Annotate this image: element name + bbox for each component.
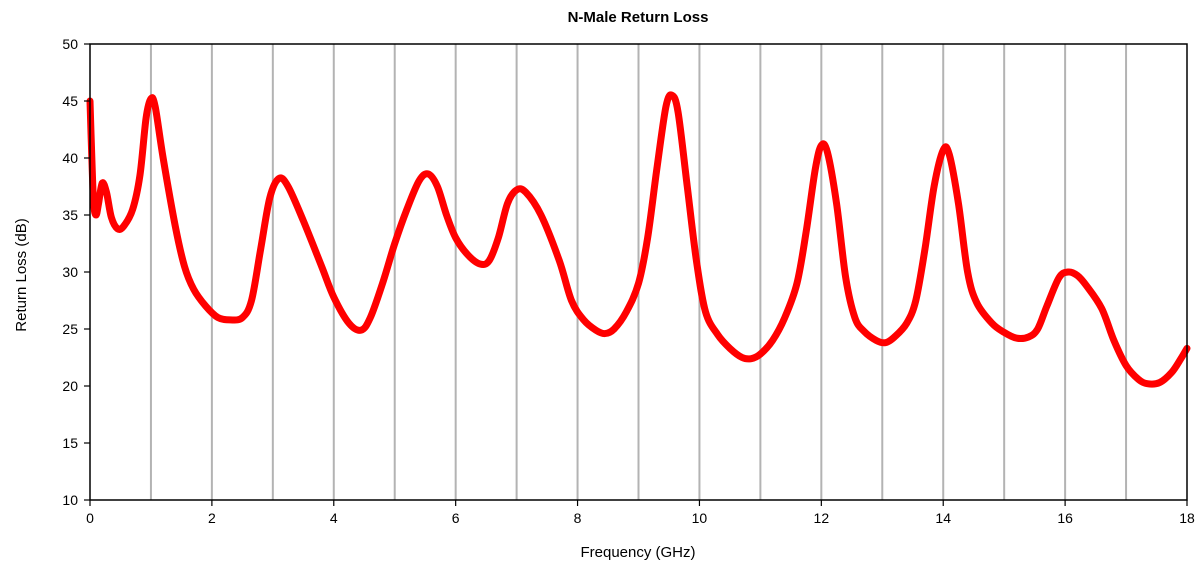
x-axis-label: Frequency (GHz)	[580, 544, 695, 561]
x-tick-label: 18	[1179, 510, 1195, 526]
y-tick-label: 25	[62, 321, 78, 337]
x-tick-label: 4	[330, 510, 338, 526]
x-tick-label: 16	[1057, 510, 1073, 526]
y-axis: 10 15 20 25 30 35 40 45 50	[62, 36, 90, 508]
y-tick-label: 20	[62, 378, 78, 394]
x-tick-label: 10	[692, 510, 708, 526]
series-layer	[86, 91, 1191, 388]
x-tick-label: 14	[935, 510, 951, 526]
x-tick-label: 0	[86, 510, 94, 526]
y-tick-label: 30	[62, 264, 78, 280]
vertical-gridlines	[149, 44, 1128, 500]
y-tick-label: 45	[62, 93, 78, 109]
y-tick-label: 40	[62, 150, 78, 166]
y-tick-label: 15	[62, 435, 78, 451]
x-tick-label: 12	[814, 510, 830, 526]
y-tick-label: 10	[62, 492, 78, 508]
x-tick-label: 8	[574, 510, 582, 526]
x-tick-label: 6	[452, 510, 460, 526]
return-loss-series-line	[86, 91, 1191, 388]
y-axis-label: Return Loss (dB)	[13, 218, 30, 331]
y-tick-label: 35	[62, 207, 78, 223]
chart-title: N-Male Return Loss	[568, 9, 709, 26]
x-tick-label: 2	[208, 510, 216, 526]
y-tick-label: 50	[62, 36, 78, 52]
x-axis: 0 2 4 6 8 10 12 14 16 18	[86, 500, 1195, 526]
